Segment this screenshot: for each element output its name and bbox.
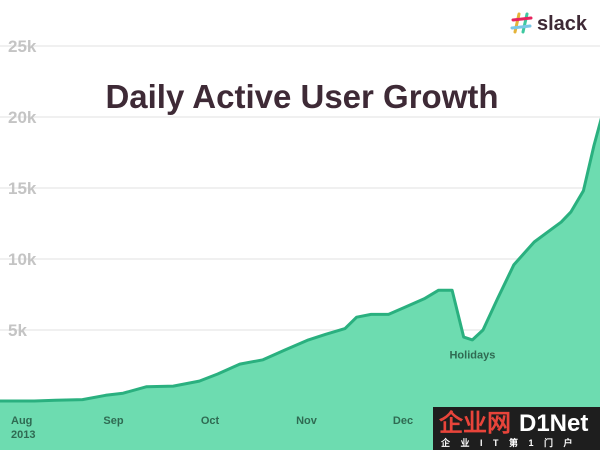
x-tick-label: Dec bbox=[393, 415, 413, 427]
y-axis-ticks: 5k 10k 15k 20k 25k bbox=[8, 37, 37, 340]
x-tick-label: Nov bbox=[296, 415, 318, 427]
x-axis-ticks: Aug 2013 Sep Oct Nov Dec bbox=[11, 415, 413, 441]
chart-title: Daily Active User Growth bbox=[105, 78, 498, 115]
watermark-brand: D1Net bbox=[519, 410, 588, 437]
y-tick-label: 25k bbox=[8, 37, 37, 56]
watermark: 企业网 D1Net 企 业 I T 第 1 门 户 bbox=[433, 407, 600, 450]
y-tick-label: 10k bbox=[8, 250, 37, 269]
slack-logo: slack bbox=[510, 12, 588, 35]
y-tick-label: 5k bbox=[8, 321, 27, 340]
y-tick-label: 20k bbox=[8, 108, 37, 127]
x-tick-label: Aug bbox=[11, 415, 32, 427]
x-tick-label: Oct bbox=[201, 415, 220, 427]
slack-hash-icon bbox=[510, 12, 533, 34]
watermark-cn: 企业网 bbox=[439, 409, 511, 437]
series-area bbox=[0, 117, 600, 450]
annotations: Holidays bbox=[449, 349, 495, 361]
x-tick-sublabel: 2013 bbox=[11, 429, 35, 441]
x-tick-label: Sep bbox=[103, 415, 123, 427]
series-area-fill bbox=[0, 123, 600, 450]
watermark-tagline: 企 业 I T 第 1 门 户 bbox=[440, 437, 577, 448]
slack-logo-text: slack bbox=[537, 13, 588, 35]
series-line bbox=[0, 117, 600, 403]
y-tick-label: 15k bbox=[8, 179, 37, 198]
annotation-label: Holidays bbox=[449, 349, 495, 361]
